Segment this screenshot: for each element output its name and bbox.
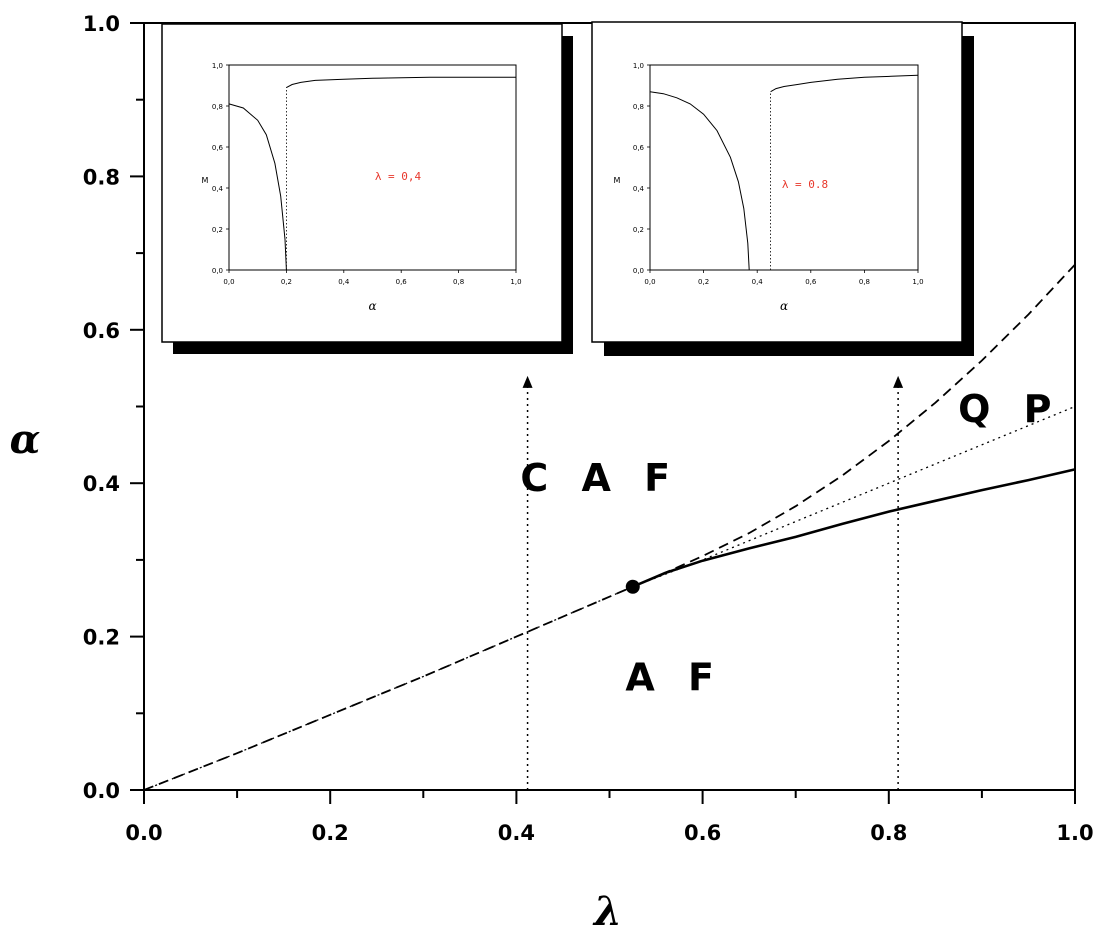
inset-2-plot: 0,0 0,2 0,4 0,6 0,8 1,0 0,0 0,2 0,4 0,6 0,8 1,0 α M λ … (614, 62, 924, 313)
inset-magnetization-lower (649, 91, 750, 271)
inset-axes-frame (649, 64, 919, 271)
indicator-arrows (522, 375, 904, 790)
y-tick-label: 0.8 (83, 165, 120, 189)
inset-x-tick-label: 0,6 (805, 278, 817, 286)
inset-2-frame (591, 21, 963, 343)
inset-y-tick-label: 0,2 (212, 226, 223, 234)
x-tick-label: 1.0 (1056, 821, 1093, 845)
dotted-boundary-line (143, 405, 1076, 791)
solid-boundary-line (632, 468, 1076, 588)
inset-y-tick-label: 0,8 (212, 103, 223, 111)
inset-y-axis-label: M (614, 176, 621, 185)
main-axis-ticks: 0.0 0.2 0.4 0.6 0.8 1.0 0.0 0.2 0.4 0.6 0.8 1.0 (83, 12, 1094, 845)
x-tick-label: 0.0 (125, 821, 162, 845)
inset-x-tick-label: 0,8 (859, 278, 870, 286)
inset-y-tick-label: 0,2 (633, 226, 644, 234)
arrow-head (522, 375, 533, 388)
inset-magnetization-upper (770, 74, 919, 93)
inset-magnetization-upper (286, 76, 516, 89)
inset-x-tick-label: 0,8 (453, 278, 464, 286)
inset-y-axis-label: M (202, 176, 209, 185)
multicritical-point (625, 579, 640, 594)
inset-x-axis-label: α (780, 299, 788, 313)
region-label: C A F (520, 456, 680, 500)
inset-axes-frame (228, 64, 517, 271)
inset-x-tick-label: 0,6 (396, 278, 408, 286)
y-axis-title: α (10, 416, 41, 463)
inset-x-tick-label: 1,0 (912, 278, 923, 286)
inset-1-plot: 0,0 0,2 0,4 0,6 0,8 1,0 0,0 0,2 0,4 0,6 0,8 1,0 α M λ … (202, 62, 522, 313)
inset-y-tick-label: 0,4 (633, 185, 645, 193)
x-tick-label: 0.4 (498, 821, 535, 845)
x-tick-label: 0.6 (684, 821, 721, 845)
inset-x-tick-label: 0,4 (752, 278, 764, 286)
inset-y-tick-label: 0,0 (633, 267, 644, 275)
x-tick-label: 0.2 (312, 821, 349, 845)
inset-panel-2: 0,0 0,2 0,4 0,6 0,8 1,0 0,0 0,2 0,4 0,6 0,8 1,0 α M λ … (591, 21, 974, 356)
y-tick-label: 1.0 (83, 12, 120, 36)
y-tick-label: 0.0 (83, 779, 120, 803)
region-label: A F (625, 655, 724, 699)
x-tick-label: 0.8 (870, 821, 907, 845)
inset-x-tick-label: 1,0 (510, 278, 521, 286)
inset-x-tick-label: 0,2 (698, 278, 709, 286)
y-tick-label: 0.4 (83, 472, 120, 496)
region-label: Q P (958, 387, 1061, 431)
inset-y-tick-label: 1,0 (212, 62, 223, 70)
inset-x-tick-label: 0,2 (281, 278, 292, 286)
y-tick-label: 0.6 (83, 319, 120, 343)
inset-y-tick-label: 0,6 (212, 144, 224, 152)
region-labels: C A F A F Q P (520, 387, 1061, 699)
inset-y-tick-label: 0,6 (633, 144, 645, 152)
inset-y-tick-label: 1,0 (633, 62, 644, 70)
inset-panel-1: 0,0 0,2 0,4 0,6 0,8 1,0 0,0 0,2 0,4 0,6 0,8 1,0 α M λ … (161, 23, 573, 354)
inset-y-tick-label: 0,8 (633, 103, 644, 111)
inset-lambda-annotation: λ = 0.8 (782, 178, 828, 191)
inset-x-tick-label: 0,0 (644, 278, 655, 286)
inset-x-tick-label: 0,0 (223, 278, 234, 286)
inset-x-tick-label: 0,4 (338, 278, 350, 286)
x-axis-title: λ (592, 888, 622, 934)
inset-1-frame (161, 23, 563, 343)
inset-lambda-annotation: λ = 0,4 (375, 170, 422, 183)
inset-magnetization-lower (228, 103, 287, 271)
inset-x-axis-label: α (368, 299, 376, 313)
y-tick-label: 0.2 (83, 626, 120, 650)
arrow-head (893, 375, 904, 388)
inset-y-tick-label: 0,0 (212, 267, 223, 275)
inset-y-tick-label: 0,4 (212, 185, 224, 193)
phase-boundary-lines (143, 263, 1076, 791)
